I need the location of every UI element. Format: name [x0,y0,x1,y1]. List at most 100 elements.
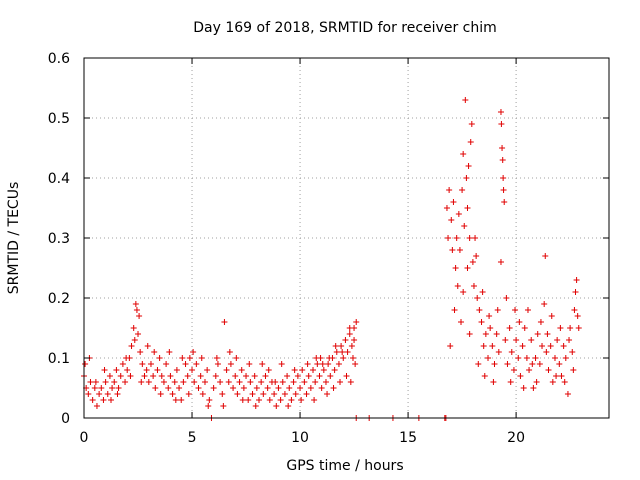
data-point [173,367,180,373]
data-point [453,235,460,241]
data-point [260,391,267,397]
data-point [305,373,312,379]
data-point [548,313,555,319]
data-point [460,151,467,157]
data-point [325,361,332,367]
data-point [169,391,176,397]
data-point [179,355,186,361]
data-point [480,343,487,349]
data-point [516,319,523,325]
data-point [114,391,121,397]
data-point [502,337,509,343]
data-point [497,259,504,265]
data-point [489,343,496,349]
data-point [212,373,219,379]
data-point [512,307,519,313]
data-point [104,391,111,397]
data-point [542,253,549,259]
data-point [197,373,204,379]
data-point [160,379,167,385]
data-point [458,319,465,325]
data-point [338,343,345,349]
data-point [92,379,99,385]
data-point [195,385,202,391]
data-point [150,373,157,379]
data-point [503,295,510,301]
data-point [314,361,321,367]
data-point [191,379,198,385]
x-tick-label: 15 [399,430,417,446]
data-point [504,361,511,367]
data-point [132,301,139,307]
data-point [301,379,308,385]
data-point [558,373,565,379]
data-point [275,385,282,391]
data-point [536,361,543,367]
data-point [450,199,457,205]
data-point [225,379,232,385]
data-point [285,403,292,409]
data-point [273,403,280,409]
x-tick-label: 5 [188,430,197,446]
data-point [284,373,291,379]
data-point [291,367,298,373]
data-point [530,385,537,391]
data-point [249,391,256,397]
data-point [87,379,94,385]
data-point [307,385,314,391]
data-point [493,331,500,337]
data-point [553,373,560,379]
data-point [551,355,558,361]
data-point [171,379,178,385]
data-point [122,379,129,385]
data-point [478,319,485,325]
data-point [154,367,161,373]
data-point [180,379,187,385]
data-point [109,385,116,391]
y-tick-label: 0.1 [48,351,70,367]
data-point [534,331,541,337]
data-point [344,349,351,355]
data-point [135,331,142,337]
data-point [258,379,265,385]
data-point [277,397,284,403]
data-point [157,391,164,397]
data-point [549,379,556,385]
data-point [482,331,489,337]
data-point [124,367,131,373]
data-point [119,361,126,367]
data-point [286,385,293,391]
data-point [476,307,483,313]
data-point [102,379,109,385]
data-point [333,349,340,355]
data-point [495,349,502,355]
data-point [117,373,124,379]
y-tick-label: 0.5 [48,111,70,127]
data-point [137,349,144,355]
data-point [467,139,474,145]
y-tick-label: 0.3 [48,231,70,247]
data-point [185,391,192,397]
data-point [479,289,486,295]
data-point [221,319,228,325]
data-point [178,397,185,403]
data-point [571,307,578,313]
data-point [247,379,254,385]
data-point [219,391,226,397]
data-point [320,367,327,373]
data-point [347,379,354,385]
data-point [520,385,527,391]
data-point [294,373,301,379]
data-point [166,349,173,355]
data-point [346,325,353,331]
data-point [498,121,505,127]
data-point [232,373,239,379]
data-point [266,397,273,403]
data-point [233,355,240,361]
data-point [108,397,115,403]
data-point [443,205,450,211]
data-point [100,397,107,403]
data-point [494,307,501,313]
data-point [251,373,258,379]
data-point [337,379,344,385]
